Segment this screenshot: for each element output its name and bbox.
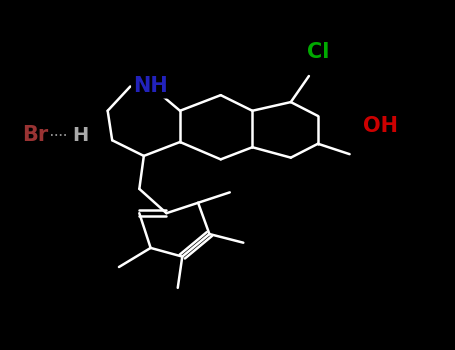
Text: Cl: Cl: [307, 42, 329, 62]
Text: NH: NH: [133, 76, 168, 97]
Text: H: H: [72, 126, 89, 145]
Text: Br: Br: [22, 125, 48, 145]
Text: OH: OH: [363, 117, 398, 136]
